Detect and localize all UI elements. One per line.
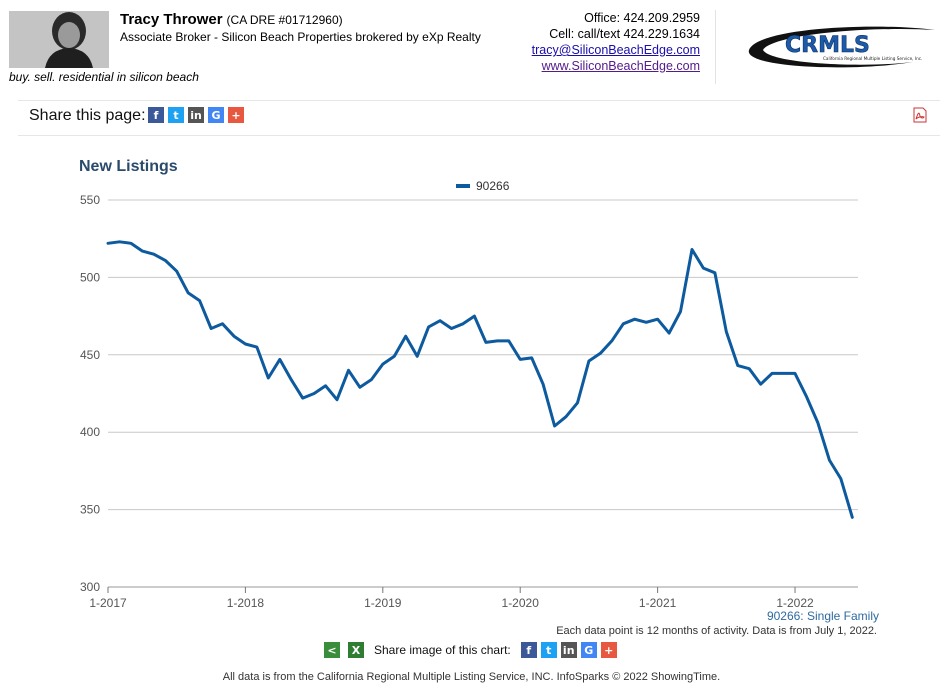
x-axis: 1-2017 1-2018 1-2019 1-2020 1-2021 1-2022	[89, 587, 814, 610]
share-page-icons: f t in G +	[148, 107, 244, 123]
cell-phone: Cell: call/text 424.229.1634	[549, 27, 700, 41]
pdf-icon[interactable]	[912, 107, 928, 123]
series-footnote: 90266: Single Family	[766, 609, 879, 623]
x-tick-label: 1-2021	[639, 596, 677, 610]
linkedin-icon[interactable]: in	[188, 107, 204, 123]
x-tick-label: 1-2017	[89, 596, 127, 610]
y-axis: 300 350 400 450 500 550	[80, 193, 100, 594]
more-icon[interactable]: +	[600, 642, 617, 658]
crmls-logo: CRMLS California Regional Multiple Listi…	[743, 20, 938, 72]
google-icon[interactable]: G	[580, 642, 597, 658]
x-tick-label: 1-2018	[227, 596, 265, 610]
agent-tagline: buy. sell. residential in silicon beach	[9, 70, 199, 84]
y-tick-label: 500	[80, 270, 100, 284]
share-image-label: Share image of this chart:	[374, 643, 511, 657]
google-icon[interactable]: G	[208, 107, 224, 123]
share-icon[interactable]: <	[324, 642, 340, 658]
share-image-bar: < X Share image of this chart: f t in G …	[324, 641, 621, 659]
chart-title: New Listings	[79, 158, 178, 175]
crmls-logo-subtext: California Regional Multiple Listing Ser…	[823, 56, 922, 61]
chart-grid	[108, 199, 858, 588]
linkedin-icon[interactable]: in	[560, 642, 577, 658]
header-divider	[715, 10, 716, 84]
y-tick-label: 400	[80, 425, 100, 439]
agent-title: Associate Broker - Silicon Beach Propert…	[120, 30, 481, 44]
agent-header: Tracy Thrower (CA DRE #01712960) Associat…	[0, 0, 943, 100]
crmls-logo-text: CRMLS	[785, 33, 870, 58]
more-icon[interactable]: +	[228, 107, 244, 123]
agent-license: (CA DRE #01712960)	[226, 13, 343, 27]
data-note: Each data point is 12 months of activity…	[556, 625, 877, 637]
share-page-bar: Share this page: f t in G +	[18, 100, 940, 136]
chart-legend: 90266	[456, 179, 510, 193]
excel-icon[interactable]: X	[348, 642, 364, 658]
footer-credit: All data is from the California Regional…	[222, 671, 721, 683]
office-phone: Office: 424.209.2959	[584, 11, 700, 25]
agent-name-text: Tracy Thrower	[120, 11, 223, 28]
y-tick-label: 300	[80, 580, 100, 594]
series-line-90266	[106, 240, 854, 519]
contact-block: Office: 424.209.2959 Cell: call/text 424…	[532, 10, 700, 74]
x-tick-label: 1-2022	[776, 596, 814, 610]
facebook-icon[interactable]: f	[148, 107, 164, 123]
facebook-icon[interactable]: f	[520, 642, 537, 658]
y-tick-label: 450	[80, 348, 100, 362]
email-link[interactable]: tracy@SiliconBeachEdge.com	[531, 43, 700, 57]
y-tick-label: 550	[80, 193, 100, 207]
share-page-label: Share this page:	[29, 107, 146, 124]
twitter-icon[interactable]: t	[540, 642, 557, 658]
twitter-icon[interactable]: t	[168, 107, 184, 123]
y-tick-label: 350	[80, 503, 100, 517]
legend-label: 90266	[476, 179, 510, 193]
agent-name: Tracy Thrower (CA DRE #01712960)	[120, 11, 343, 28]
x-tick-label: 1-2020	[502, 596, 540, 610]
x-tick-label: 1-2019	[364, 596, 402, 610]
agent-photo	[9, 11, 109, 68]
website-link[interactable]: www.SiliconBeachEdge.com	[541, 59, 700, 73]
